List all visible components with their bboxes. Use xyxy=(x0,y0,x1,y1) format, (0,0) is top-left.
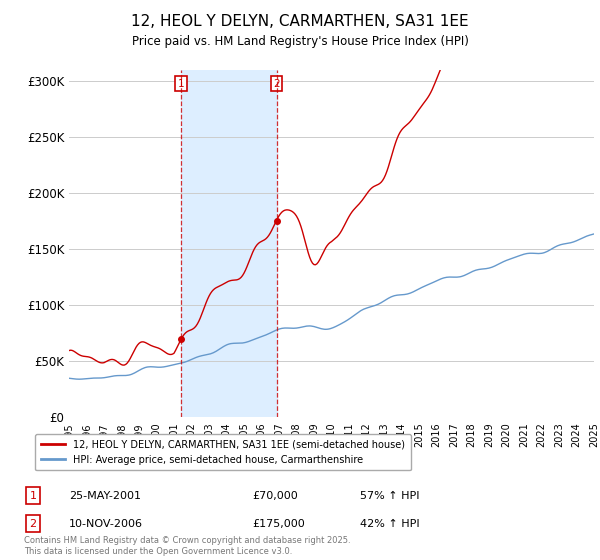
Text: 25-MAY-2001: 25-MAY-2001 xyxy=(69,491,141,501)
Legend: 12, HEOL Y DELYN, CARMARTHEN, SA31 1EE (semi-detached house), HPI: Average price: 12, HEOL Y DELYN, CARMARTHEN, SA31 1EE (… xyxy=(35,434,410,470)
Text: 12, HEOL Y DELYN, CARMARTHEN, SA31 1EE: 12, HEOL Y DELYN, CARMARTHEN, SA31 1EE xyxy=(131,14,469,29)
Bar xyxy=(181,70,277,417)
Text: 10-NOV-2006: 10-NOV-2006 xyxy=(69,519,143,529)
Text: £175,000: £175,000 xyxy=(252,519,305,529)
Text: Price paid vs. HM Land Registry's House Price Index (HPI): Price paid vs. HM Land Registry's House … xyxy=(131,35,469,48)
Text: 42% ↑ HPI: 42% ↑ HPI xyxy=(360,519,419,529)
Text: 1: 1 xyxy=(178,79,184,88)
Text: 57% ↑ HPI: 57% ↑ HPI xyxy=(360,491,419,501)
Text: 1: 1 xyxy=(29,491,37,501)
Text: Contains HM Land Registry data © Crown copyright and database right 2025.
This d: Contains HM Land Registry data © Crown c… xyxy=(24,536,350,556)
Text: 2: 2 xyxy=(273,79,280,88)
Text: £70,000: £70,000 xyxy=(252,491,298,501)
Text: 2: 2 xyxy=(29,519,37,529)
